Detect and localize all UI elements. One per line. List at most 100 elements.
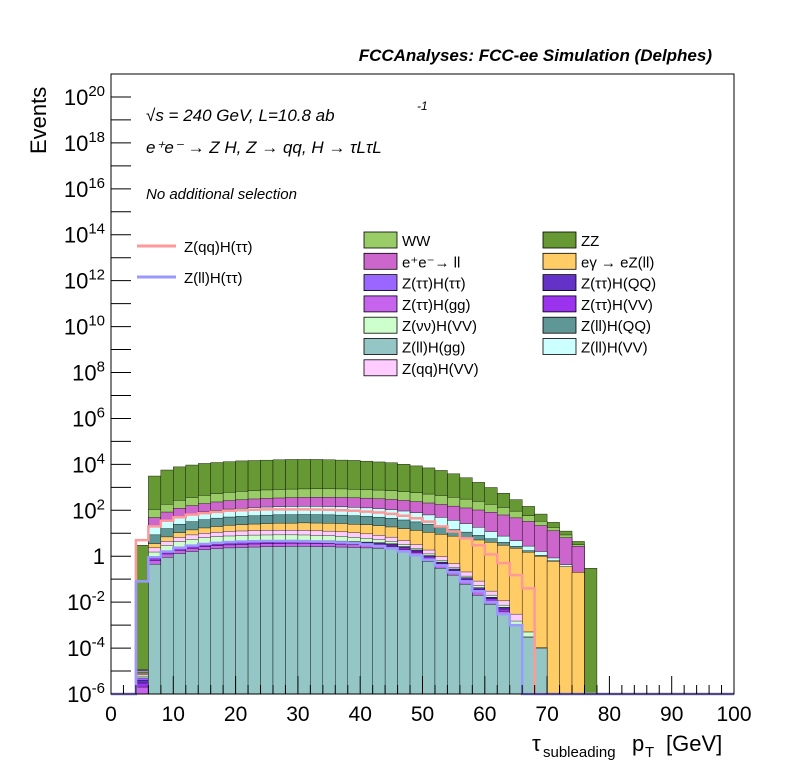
legend-background-label: e⁺e⁻→ ll — [402, 254, 460, 271]
y-axis-label: Events — [26, 87, 51, 154]
y-tick-label: 108 — [72, 359, 105, 386]
legend-background-label: eγ → eZ(ll) — [581, 254, 654, 271]
process-annotation: e⁺e⁻ → Z H, Z → qq, H → τLτL — [146, 138, 382, 157]
bar — [247, 546, 261, 695]
bar — [297, 546, 311, 695]
y-tick-label: 10-6 — [67, 680, 105, 707]
energy-text: √s = 240 GeV, L=10.8 ab — [146, 106, 335, 125]
legend-swatch — [363, 231, 398, 249]
legend-swatch — [542, 274, 577, 292]
bar — [160, 557, 174, 695]
legend-background-label: Z(qq)H(VV) — [402, 361, 479, 378]
x-tick-label: 40 — [349, 703, 372, 726]
x-tick-label: 80 — [598, 703, 621, 726]
legend-background-label: Z(ττ)H(QQ) — [581, 276, 656, 293]
legend-swatch — [363, 338, 398, 355]
bar — [198, 549, 211, 695]
bar — [472, 595, 485, 695]
legend-background-label: WW — [402, 233, 431, 250]
process-text: e⁺e⁻ → Z H, Z → qq, H → τLτL — [146, 138, 382, 157]
y-tick-label: 1012 — [64, 267, 105, 294]
x-tick-label: 60 — [473, 703, 496, 726]
y-tick-label: 1020 — [64, 83, 105, 110]
x-tick-label: 100 — [716, 703, 751, 726]
bar — [372, 548, 386, 695]
selection-text: No additional selection — [146, 186, 297, 203]
legend-swatch — [363, 295, 398, 313]
y-tick-label: 1016 — [64, 175, 105, 202]
legend-background-label: Z(ττ)H(gg) — [402, 297, 471, 314]
bar — [409, 555, 423, 695]
x-tick-label: 70 — [535, 703, 558, 726]
bar — [322, 546, 336, 695]
x-axis-label-pt: p — [632, 731, 644, 756]
bar — [521, 636, 535, 695]
legend-swatch — [542, 231, 577, 249]
legend-signal-label: Z(ll)H(ττ) — [184, 270, 243, 287]
legend-swatch — [363, 274, 398, 292]
bar — [235, 547, 249, 695]
bar — [360, 547, 373, 695]
legend-background-label: Z(ll)H(gg) — [402, 340, 465, 357]
bar — [509, 624, 523, 695]
bar — [447, 574, 461, 695]
bar — [397, 551, 411, 695]
legend-signal-label: Z(qq)H(ττ) — [184, 239, 253, 256]
legend: Z(qq)H(ττ) Z(ll)H(ττ) WW e⁺e⁻→ ll Z(ττ)H(ττ)… — [137, 231, 656, 378]
bar — [534, 647, 548, 695]
x-tick-label: 10 — [162, 703, 185, 726]
y-tick-label: 10-2 — [67, 588, 105, 615]
bar — [584, 568, 598, 695]
x-tick-label: 30 — [286, 703, 309, 726]
bar — [571, 572, 585, 695]
y-axis: 10-6 10-4 10-2 1 102 104 106 108 1010 1012 1014 101… — [64, 83, 131, 707]
bar — [484, 604, 498, 695]
bar — [459, 584, 473, 695]
energy-sup: -1 — [417, 99, 428, 113]
bar — [497, 613, 510, 695]
bar — [173, 553, 186, 695]
legend-background-label: Z(ττ)H(VV) — [581, 297, 653, 314]
chart-title: FCCAnalyses: FCC-ee Simulation (Delphes) — [359, 46, 713, 65]
bar — [310, 546, 324, 695]
legend-background-label: Z(νν)H(VV) — [402, 318, 477, 335]
legend-swatch — [363, 359, 398, 377]
y-tick-label: 1014 — [64, 221, 105, 248]
legend-swatch — [542, 338, 577, 355]
legend-background-label: Z(ll)H(VV) — [581, 340, 648, 357]
legend-background-label: ZZ — [581, 233, 599, 250]
x-tick-label: 90 — [660, 703, 683, 726]
bar — [272, 546, 286, 695]
x-axis-label-tau: τ — [532, 731, 541, 756]
legend-background-label: Z(ττ)H(ττ) — [402, 276, 466, 293]
x-axis: 0 10 20 30 40 50 60 70 80 90 100 — [105, 676, 752, 726]
bar — [285, 546, 299, 695]
bar — [559, 566, 573, 695]
stacked-histogram — [135, 459, 598, 695]
y-tick-label: 10-4 — [67, 634, 105, 661]
bar — [135, 686, 149, 695]
energy-annotation: √s = 240 GeV, L=10.8 ab -1 — [146, 99, 428, 125]
bar — [222, 547, 236, 695]
x-tick-label: 0 — [105, 703, 117, 726]
y-tick-label: 1 — [93, 544, 105, 569]
bar — [148, 563, 162, 695]
x-axis-label-sub: subleading — [543, 744, 616, 761]
bar — [210, 548, 224, 695]
legend-swatch — [363, 316, 398, 334]
x-tick-label: 50 — [411, 703, 434, 726]
bar — [422, 561, 436, 695]
x-axis-label: τ subleading p T [GeV] — [532, 731, 722, 761]
bar — [260, 546, 274, 695]
series-z-ll-h-gg — [148, 546, 548, 695]
bar — [347, 547, 361, 695]
bar — [185, 551, 199, 695]
x-axis-label-tsub: T — [645, 744, 654, 761]
bar — [434, 568, 448, 695]
y-tick-label: 104 — [72, 450, 105, 477]
x-tick-label: 20 — [224, 703, 247, 726]
legend-swatch — [542, 316, 577, 334]
bar — [384, 549, 398, 695]
legend-background-label: Z(ll)H(QQ) — [581, 318, 651, 335]
